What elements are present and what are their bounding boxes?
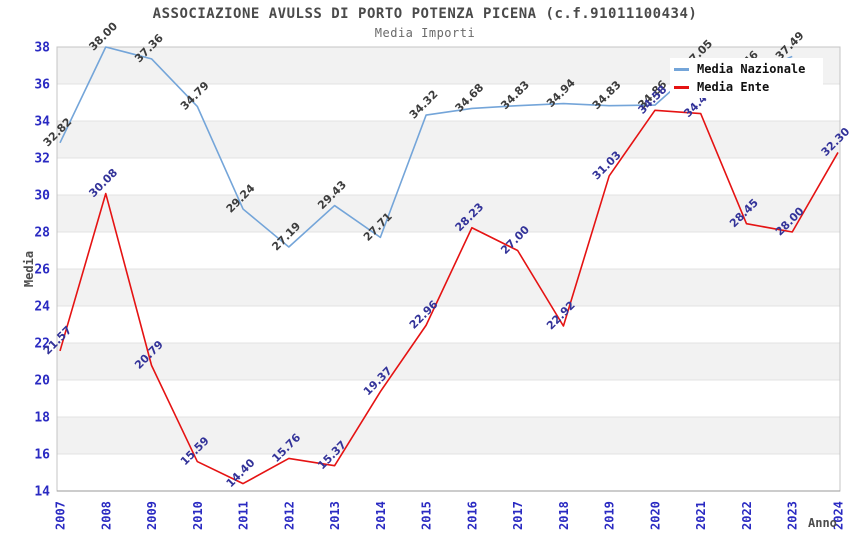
legend-label-ente: Media Ente	[697, 80, 770, 94]
y-axis-ticks: 14 16 18 20 22 24 26 28 30 32 34 36 38	[34, 41, 50, 500]
svg-text:38: 38	[34, 41, 50, 56]
series-line-media-ente	[59, 109, 839, 485]
svg-text:20: 20	[34, 374, 50, 389]
chart-title: ASSOCIAZIONE AVULSS DI PORTO POTENZA PIC…	[152, 6, 698, 22]
svg-text:2009: 2009	[145, 501, 159, 530]
svg-text:32: 32	[34, 152, 50, 167]
svg-text:28: 28	[34, 226, 50, 241]
svg-text:2008: 2008	[99, 501, 113, 530]
chart-subtitle: Media Importi	[374, 26, 476, 40]
svg-text:2019: 2019	[603, 501, 617, 530]
svg-text:2013: 2013	[328, 501, 342, 530]
svg-text:24: 24	[34, 300, 50, 315]
x-axis-title: Anno	[808, 516, 837, 530]
legend-swatch-ente-icon	[674, 85, 689, 89]
svg-text:2022: 2022	[740, 501, 754, 530]
svg-text:2012: 2012	[282, 501, 296, 530]
svg-text:2016: 2016	[465, 501, 479, 530]
svg-text:2021: 2021	[694, 501, 708, 530]
svg-text:2018: 2018	[557, 501, 571, 530]
svg-text:2007: 2007	[54, 501, 68, 530]
legend-swatch-nazionale-icon	[674, 67, 689, 71]
legend-item-media-ente: Media Ente	[674, 80, 823, 94]
svg-text:34: 34	[34, 115, 50, 130]
svg-text:2011: 2011	[237, 501, 251, 530]
svg-text:16: 16	[34, 448, 50, 463]
svg-text:2024: 2024	[832, 501, 846, 530]
legend-label-nazionale: Media Nazionale	[697, 62, 806, 76]
plot-bands	[56, 46, 841, 492]
svg-text:2015: 2015	[420, 501, 434, 530]
svg-text:2020: 2020	[648, 501, 662, 530]
svg-text:30: 30	[34, 189, 50, 204]
svg-text:18: 18	[34, 411, 50, 426]
svg-text:2023: 2023	[786, 501, 800, 530]
svg-text:2014: 2014	[374, 501, 388, 530]
svg-text:2017: 2017	[511, 501, 525, 530]
legend-item-media-nazionale: Media Nazionale	[674, 62, 823, 76]
svg-text:2010: 2010	[191, 501, 205, 530]
x-axis-ticks: 2007 2008 2009 2010 2011 2012 2013 2014 2015 2016…	[54, 501, 846, 530]
legend: Media Nazionale Media Ente	[670, 58, 823, 98]
svg-text:36: 36	[34, 78, 50, 93]
svg-text:14: 14	[34, 485, 50, 500]
y-axis-title: Media	[22, 250, 36, 288]
svg-text:22: 22	[34, 337, 50, 352]
svg-text:26: 26	[34, 263, 50, 278]
